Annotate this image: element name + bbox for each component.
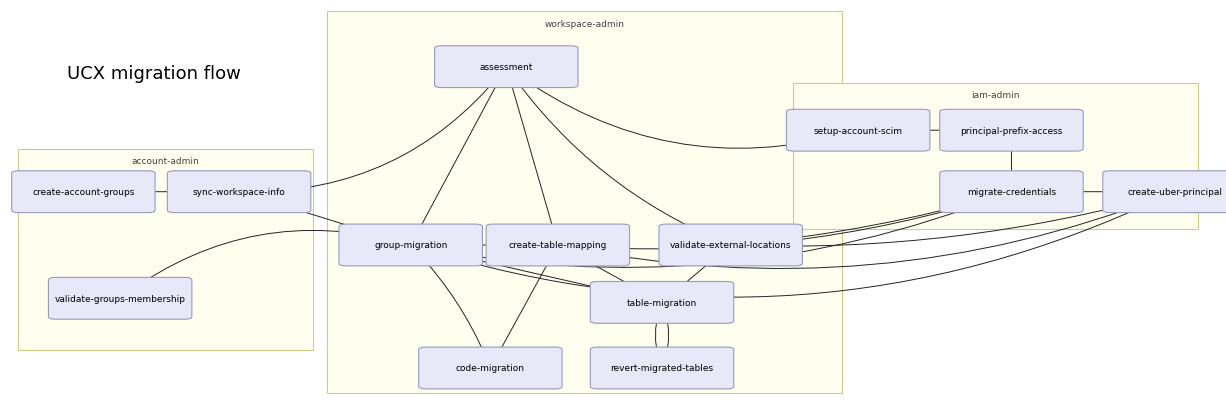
Text: UCX migration flow: UCX migration flow	[67, 65, 242, 83]
FancyArrowPatch shape	[419, 243, 548, 247]
Text: revert-migrated-tables: revert-migrated-tables	[611, 364, 714, 373]
FancyBboxPatch shape	[1103, 171, 1226, 213]
FancyBboxPatch shape	[12, 171, 154, 213]
Text: code-migration: code-migration	[456, 364, 525, 373]
FancyArrowPatch shape	[511, 74, 722, 242]
FancyArrowPatch shape	[495, 253, 554, 360]
FancyBboxPatch shape	[338, 225, 483, 266]
FancyArrowPatch shape	[421, 195, 1004, 268]
FancyBboxPatch shape	[167, 171, 311, 213]
FancyBboxPatch shape	[487, 225, 630, 266]
Text: validate-groups-membership: validate-groups-membership	[55, 294, 185, 303]
FancyBboxPatch shape	[327, 12, 842, 393]
Text: sync-workspace-info: sync-workspace-info	[192, 188, 286, 197]
Text: migrate-credentials: migrate-credentials	[967, 188, 1056, 197]
Text: iam-admin: iam-admin	[971, 91, 1020, 100]
FancyArrowPatch shape	[249, 74, 501, 194]
Text: account-admin: account-admin	[131, 157, 200, 166]
FancyArrowPatch shape	[509, 76, 557, 236]
FancyArrowPatch shape	[565, 249, 653, 298]
FancyBboxPatch shape	[793, 84, 1198, 229]
FancyArrowPatch shape	[1020, 190, 1165, 194]
FancyArrowPatch shape	[741, 195, 1003, 246]
FancyArrowPatch shape	[867, 129, 1002, 133]
Text: create-account-groups: create-account-groups	[32, 188, 135, 197]
FancyBboxPatch shape	[591, 347, 734, 389]
Text: table-migration: table-migration	[626, 298, 698, 307]
FancyBboxPatch shape	[434, 47, 579, 88]
Text: create-table-mapping: create-table-mapping	[509, 241, 607, 250]
FancyArrowPatch shape	[568, 195, 1167, 269]
Text: validate-external-locations: validate-external-locations	[669, 241, 792, 250]
Text: setup-account-scim: setup-account-scim	[814, 126, 902, 135]
FancyArrowPatch shape	[568, 195, 1004, 249]
Text: principal-prefix-access: principal-prefix-access	[960, 126, 1063, 135]
Text: workspace-admin: workspace-admin	[544, 20, 625, 29]
FancyBboxPatch shape	[660, 225, 802, 266]
FancyBboxPatch shape	[18, 149, 313, 350]
FancyArrowPatch shape	[128, 231, 402, 293]
FancyArrowPatch shape	[93, 190, 230, 194]
FancyArrowPatch shape	[419, 247, 653, 301]
FancyArrowPatch shape	[656, 310, 660, 359]
FancyArrowPatch shape	[669, 251, 725, 297]
FancyArrowPatch shape	[419, 196, 1167, 297]
FancyBboxPatch shape	[419, 347, 562, 389]
FancyArrowPatch shape	[512, 72, 850, 149]
FancyArrowPatch shape	[416, 75, 503, 237]
Text: group-migration: group-migration	[374, 241, 447, 250]
FancyBboxPatch shape	[939, 171, 1084, 213]
FancyArrowPatch shape	[1009, 139, 1014, 183]
FancyBboxPatch shape	[591, 282, 734, 324]
FancyBboxPatch shape	[49, 278, 191, 319]
FancyArrowPatch shape	[417, 252, 487, 360]
FancyArrowPatch shape	[246, 195, 402, 243]
Text: create-uber-principal: create-uber-principal	[1127, 188, 1222, 197]
Text: assessment: assessment	[479, 63, 533, 72]
FancyBboxPatch shape	[939, 110, 1084, 152]
FancyArrowPatch shape	[664, 312, 668, 360]
FancyArrowPatch shape	[741, 195, 1166, 248]
FancyBboxPatch shape	[787, 110, 929, 152]
